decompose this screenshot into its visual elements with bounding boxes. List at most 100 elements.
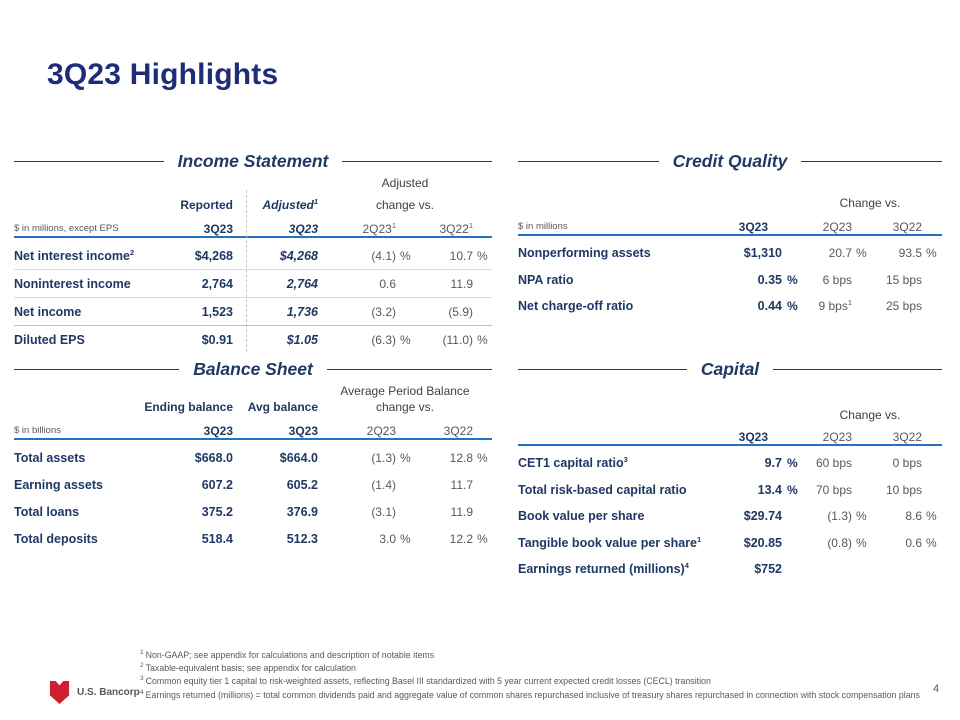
row-label: Nonperforming assets: [518, 246, 651, 261]
percent-sign: %: [477, 332, 488, 347]
ending-balance-value: $668.0: [194, 450, 233, 465]
period-header: 3Q23: [288, 424, 318, 438]
row-label: Diluted EPS: [14, 332, 85, 347]
page-title: 3Q23 Highlights: [47, 58, 279, 91]
credit-quality-section: Credit Quality Change vs. $ in millions …: [518, 148, 942, 320]
period-header: 3Q22: [892, 430, 922, 444]
change-vs-2q23: 60 bps: [815, 456, 852, 471]
col-header-avg-balance: Avg balance: [247, 400, 318, 414]
change-vs-3q22: 11.9: [450, 276, 473, 291]
percent-sign: %: [400, 531, 411, 546]
col-header-adjusted: Adjusted1: [262, 197, 318, 212]
section-header: Credit Quality: [518, 148, 942, 174]
row-label: Noninterest income: [14, 276, 131, 291]
group-header: change vs.: [375, 400, 435, 414]
change-vs-3q22: 10.7: [449, 248, 473, 263]
period-header: 3Q23: [738, 220, 768, 234]
percent-sign: %: [787, 272, 798, 287]
percent-sign: %: [856, 509, 867, 524]
avg-balance-value: 512.3: [286, 531, 318, 546]
adjusted-value: $4,268: [279, 248, 318, 263]
row-label: NPA ratio: [518, 272, 574, 287]
header-rule-right: [326, 368, 493, 370]
percent-sign: %: [926, 246, 937, 261]
percent-sign: %: [787, 456, 798, 471]
section-header: Balance Sheet: [14, 356, 493, 382]
table-header-row: Adjusted: [14, 174, 492, 190]
change-vs-3q22: 11.9: [450, 504, 473, 519]
row-label: CET1 capital ratio3: [518, 455, 628, 471]
table-row: Nonperforming assets $1,310 20.7 % 93.5 …: [518, 240, 942, 267]
change-vs-2q23: (0.8): [827, 535, 852, 550]
percent-sign: %: [477, 248, 488, 263]
change-vs-3q22: 11.7: [450, 477, 473, 492]
value-3q23: $20.85: [743, 535, 782, 550]
table-header-row: Change vs.: [518, 188, 942, 210]
value-3q23: 9.7: [764, 456, 782, 471]
header-rule-right: [773, 368, 943, 370]
table-header-row: Average Period Balance: [14, 382, 492, 398]
header-rule-right: [342, 160, 493, 162]
change-vs-2q23: (4.1): [371, 248, 396, 263]
change-vs-2q23: 3.0: [379, 531, 396, 546]
ending-balance-value: 607.2: [201, 477, 233, 492]
table-row: Total loans 375.2 376.9 (3.1) 11.9: [14, 498, 492, 525]
table-row: Net income 1,523 1,736 (3.2) (5.9): [14, 298, 492, 326]
change-vs-3q22: 0.6: [905, 535, 922, 550]
change-vs-3q22: 10 bps: [885, 482, 922, 497]
adjusted-value: $1.05: [286, 332, 318, 347]
percent-sign: %: [400, 248, 411, 263]
period-header: 2Q23: [366, 424, 396, 438]
table-header-row: Reported Adjusted1 change vs.: [14, 190, 492, 212]
table-row: Earnings returned (millions)4 $752: [518, 556, 942, 583]
row-label: Earning assets: [14, 477, 103, 492]
change-vs-3q22: 8.6: [905, 509, 922, 524]
header-rule-right: [801, 160, 942, 162]
avg-balance-value: $664.0: [279, 450, 318, 465]
period-header: 3Q23: [203, 222, 233, 236]
change-vs-2q23: (1.3): [371, 450, 396, 465]
balance-sheet-section: Balance Sheet Average Period Balance End…: [14, 356, 493, 552]
row-label: Tangible book value per share1: [518, 534, 702, 550]
percent-sign: %: [926, 535, 937, 550]
change-vs-3q22: 0 bps: [892, 456, 922, 471]
usbancorp-shield-icon: [49, 681, 70, 704]
adjusted-value: 1,736: [286, 304, 318, 319]
change-vs-3q22: 12.2: [449, 531, 473, 546]
change-vs-2q23: 20.7: [828, 246, 852, 261]
percent-sign: %: [926, 509, 937, 524]
header-rule-left: [14, 368, 180, 370]
row-label: Earnings returned (millions)4: [518, 561, 689, 577]
table-period-row: $ in millions 3Q23 2Q23 3Q22: [518, 210, 942, 236]
change-vs-2q23: (1.4): [371, 477, 396, 492]
group-header: Adjusted: [381, 176, 429, 190]
value-3q23: 13.4: [757, 482, 782, 497]
footnote-2: 2 Taxable-equivalent basis; see appendix …: [140, 662, 356, 674]
change-vs-3q22: 15 bps: [885, 272, 922, 287]
footnote-3: 3 Common equity tier 1 capital to risk-we…: [140, 675, 711, 687]
period-header: 2Q23: [822, 430, 852, 444]
reported-value: $4,268: [194, 248, 233, 263]
capital-section: Capital Change vs. 3Q23 2Q23 3Q22 CET1 c…: [518, 356, 943, 583]
change-vs-2q23: (3.2): [371, 304, 396, 319]
usbancorp-logo-text: U.S. Bancorp: [77, 687, 140, 698]
table-row: Diluted EPS $0.91 $1.05 (6.3) % (11.0) %: [14, 326, 492, 353]
adjusted-value: 2,764: [286, 276, 318, 291]
value-3q23: $1,310: [743, 246, 782, 261]
percent-sign: %: [856, 246, 867, 261]
balance-sheet-table: Total assets $668.0 $664.0 (1.3) % 12.8 …: [14, 440, 492, 552]
value-3q23: 0.35: [757, 272, 782, 287]
table-header-row: Ending balance Avg balance change vs.: [14, 398, 492, 414]
change-vs-3q22: 93.5: [898, 246, 922, 261]
change-vs-2q23: (6.3): [371, 332, 396, 347]
percent-sign: %: [477, 450, 488, 465]
section-title: Capital: [700, 358, 760, 379]
table-period-row: $ in billions 3Q23 3Q23 2Q23 3Q22: [14, 414, 492, 440]
percent-sign: %: [787, 299, 798, 314]
footnotes: 1 Non-GAAP; see appendix for calculations…: [140, 649, 946, 702]
avg-balance-value: 605.2: [286, 477, 318, 492]
page-number: 4: [933, 683, 940, 695]
unit-label: $ in millions: [518, 221, 568, 232]
change-vs-2q23: 70 bps: [815, 482, 852, 497]
reported-value: 1,523: [201, 304, 233, 319]
